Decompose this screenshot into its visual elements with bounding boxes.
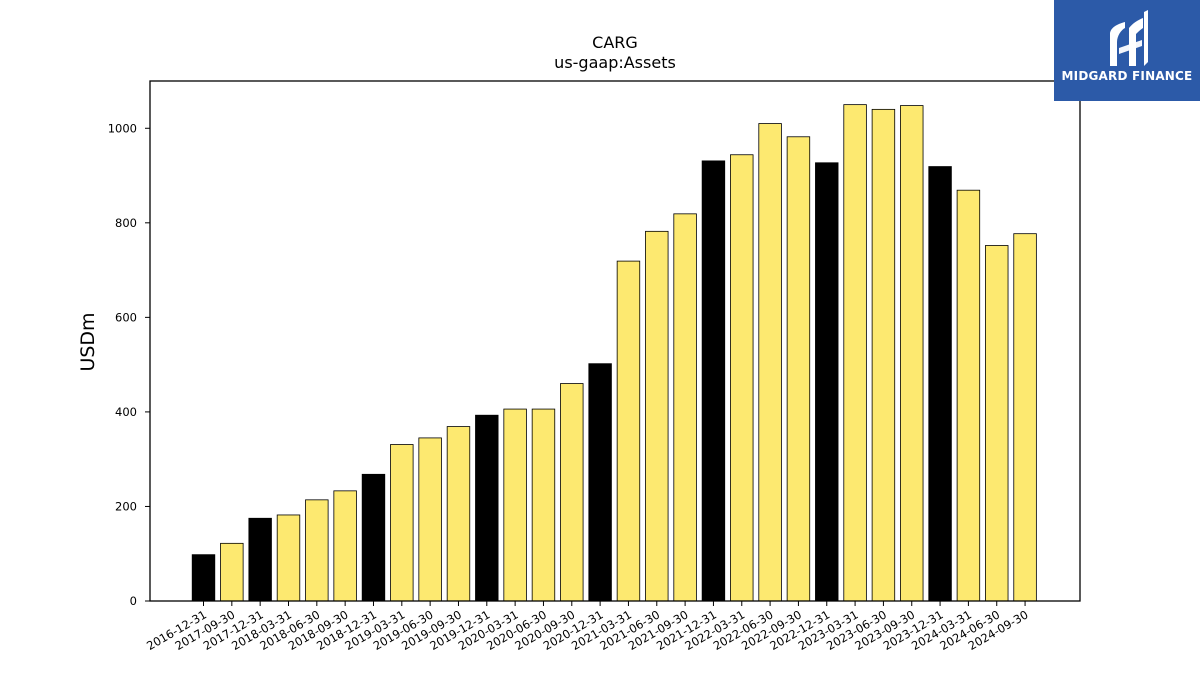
- plot-frame: [149, 80, 1081, 602]
- bar-2021-09-30: [673, 213, 697, 602]
- bar-2017-09-30: [220, 542, 244, 602]
- bar-2018-09-30: [333, 490, 357, 602]
- bar-2021-06-30: [645, 230, 669, 602]
- bar-2023-03-31: [843, 104, 867, 602]
- bar-2023-06-30: [871, 108, 896, 602]
- bar-2021-12-31: [701, 160, 726, 602]
- midgard-logo-icon: [1110, 10, 1148, 66]
- y-tick-label: 200: [115, 499, 137, 513]
- y-tick-label: 1000: [108, 121, 137, 135]
- bar-2022-09-30: [786, 136, 811, 602]
- bar-2024-03-31: [956, 189, 981, 602]
- x-axis-ticks: 2016-12-312017-09-302017-12-312018-03-31…: [144, 601, 1031, 653]
- y-axis-ticks: 0 200 400 600 800 1000: [108, 121, 150, 608]
- bar-2020-12-31: [588, 363, 612, 602]
- chart-title: CARG: [592, 33, 638, 52]
- y-tick-label: 600: [115, 310, 137, 324]
- chart-subtitle: us-gaap:Assets: [554, 53, 676, 72]
- bar-2018-12-31: [361, 473, 386, 602]
- y-tick-label: 400: [115, 405, 137, 419]
- bar-2019-09-30: [446, 426, 471, 602]
- bar-2024-09-30: [1013, 233, 1037, 602]
- logo-text: MIDGARD FINANCE: [1061, 69, 1193, 83]
- bar-2018-06-30: [305, 499, 329, 602]
- bar-2022-12-31: [815, 162, 839, 602]
- bar-2016-12-31: [191, 554, 216, 602]
- bar-2022-06-30: [758, 123, 782, 602]
- bar-2018-03-31: [276, 514, 301, 602]
- bar-2019-03-31: [390, 444, 414, 602]
- bar-2021-03-31: [616, 260, 641, 602]
- bar-2020-06-30: [531, 408, 556, 602]
- y-tick-label: 800: [115, 216, 137, 230]
- y-tick-label: 0: [130, 594, 137, 608]
- bar-2024-06-30: [985, 245, 1009, 602]
- y-axis-label: USDm: [77, 312, 99, 371]
- bar-2023-09-30: [900, 105, 924, 602]
- bar-2020-03-31: [503, 408, 527, 602]
- bars-group: [191, 104, 1037, 602]
- bar-2023-12-31: [928, 166, 952, 602]
- bar-2017-12-31: [248, 517, 272, 602]
- bar-2019-12-31: [475, 414, 499, 602]
- bar-2022-03-31: [730, 154, 754, 602]
- bar-2020-09-30: [560, 383, 584, 602]
- bar-2019-06-30: [418, 437, 442, 602]
- midgard-finance-logo: MIDGARD FINANCE: [1054, 0, 1200, 101]
